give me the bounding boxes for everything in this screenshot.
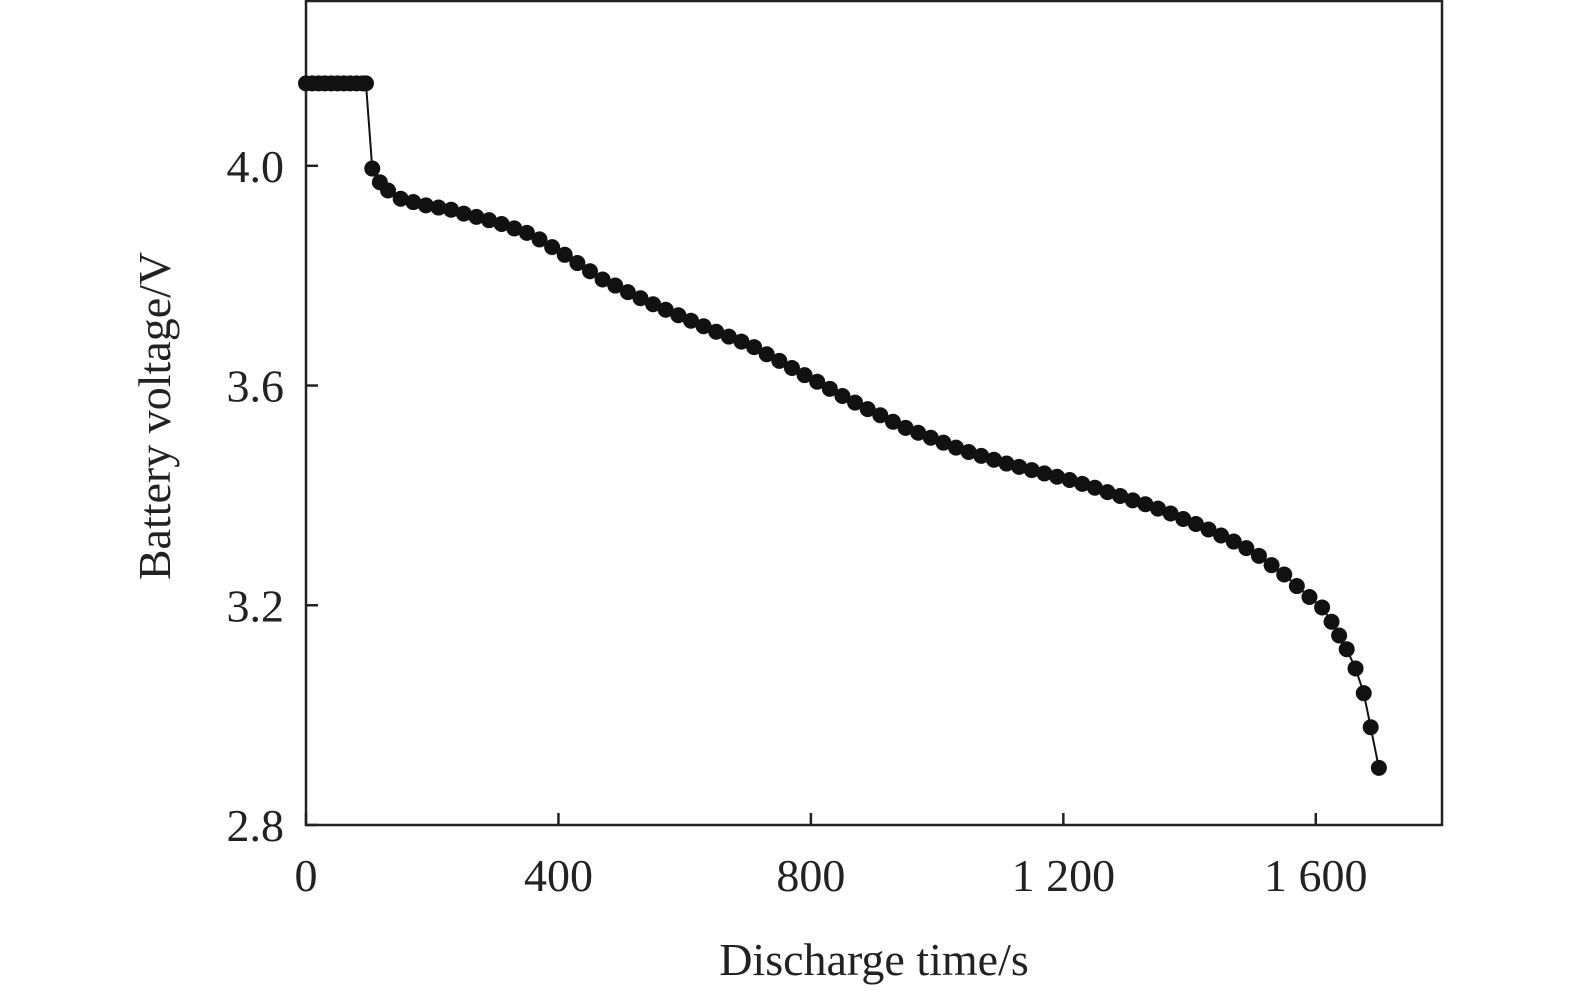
data-point <box>910 424 927 441</box>
data-point <box>1238 540 1255 557</box>
data-point <box>1011 458 1028 475</box>
data-point <box>1112 487 1129 504</box>
data-point <box>1213 527 1230 544</box>
x-tick-label: 1 200 <box>1012 850 1116 901</box>
data-point <box>1347 660 1364 677</box>
data-point <box>582 263 598 280</box>
data-point <box>682 312 699 329</box>
data-point <box>1086 479 1103 496</box>
data-point <box>733 333 750 350</box>
data-point <box>443 201 460 218</box>
data-point <box>809 373 826 390</box>
data-point <box>1074 475 1091 492</box>
data-point <box>556 246 573 263</box>
data-point <box>468 208 485 225</box>
data-point <box>1362 719 1379 736</box>
y-tick-label: 3.6 <box>227 361 285 412</box>
data-point <box>884 413 901 430</box>
data-point <box>364 160 381 177</box>
data-point <box>670 307 687 324</box>
y-tick-label: 4.0 <box>227 141 285 192</box>
data-point <box>506 220 523 237</box>
data-point <box>518 224 535 241</box>
data-point <box>1061 472 1078 489</box>
data-point <box>1187 515 1204 532</box>
data-point <box>1314 599 1331 616</box>
data-point <box>657 301 674 318</box>
data-point <box>783 359 800 376</box>
data-point <box>695 318 712 335</box>
data-point <box>645 296 662 313</box>
data-point <box>973 447 990 464</box>
data-point <box>430 199 447 216</box>
data-point <box>960 444 977 461</box>
data-point <box>771 352 788 369</box>
data-point <box>1175 511 1192 528</box>
x-tick-label: 400 <box>524 850 593 901</box>
data-point <box>998 455 1015 472</box>
x-tick-label: 0 <box>295 850 318 901</box>
data-point <box>1137 496 1154 513</box>
data-point <box>1276 566 1293 583</box>
data-point <box>1099 484 1116 501</box>
data-point <box>493 216 510 233</box>
data-point <box>594 271 611 288</box>
data-point <box>1150 500 1166 517</box>
data-point <box>1331 627 1348 644</box>
data-point <box>859 401 876 418</box>
data-point <box>1338 641 1355 658</box>
data-point <box>1288 578 1305 595</box>
data-point <box>481 212 498 229</box>
data-point <box>821 380 838 397</box>
data-point <box>531 231 548 248</box>
data-point <box>847 394 864 411</box>
data-point <box>758 346 775 363</box>
data-point <box>720 328 737 345</box>
data-point <box>1162 505 1179 522</box>
x-tick-label: 1 600 <box>1264 850 1368 901</box>
y-tick-label: 2.8 <box>227 800 285 851</box>
data-point <box>380 182 397 199</box>
data-point <box>1323 613 1340 630</box>
data-point <box>1023 462 1040 479</box>
y-tick-label: 3.2 <box>227 580 285 631</box>
data-point <box>796 367 813 384</box>
data-point <box>1370 759 1387 776</box>
data-point <box>1124 492 1141 509</box>
data-point <box>417 197 434 214</box>
data-point <box>607 277 624 294</box>
data-point <box>1301 589 1318 606</box>
data-point <box>1200 521 1217 538</box>
data-point <box>569 255 586 272</box>
data-point <box>746 339 763 356</box>
data-point <box>1049 468 1066 485</box>
data-point <box>935 434 952 451</box>
data-point <box>544 239 561 256</box>
data-point <box>405 194 422 211</box>
x-axis-label: Discharge time/s <box>719 934 1029 985</box>
x-tick-label: 800 <box>776 850 845 901</box>
y-axis-label: Battery voltage/V <box>129 252 180 580</box>
data-point <box>872 407 889 424</box>
data-point <box>708 323 725 340</box>
data-point <box>1263 557 1280 574</box>
data-point <box>948 439 965 456</box>
data-point <box>897 419 914 436</box>
data-line <box>306 82 1380 769</box>
data-point <box>834 387 851 404</box>
data-point <box>922 429 939 446</box>
data-point <box>985 451 1002 468</box>
data-point <box>455 205 472 222</box>
data-point <box>357 75 374 92</box>
data-point <box>1250 547 1267 564</box>
data-point <box>1036 465 1053 482</box>
plot-frame <box>304 0 1444 827</box>
data-point <box>1355 685 1372 702</box>
data-point <box>619 284 636 301</box>
data-point <box>632 290 649 307</box>
data-point <box>1225 533 1242 550</box>
data-point <box>392 190 409 207</box>
